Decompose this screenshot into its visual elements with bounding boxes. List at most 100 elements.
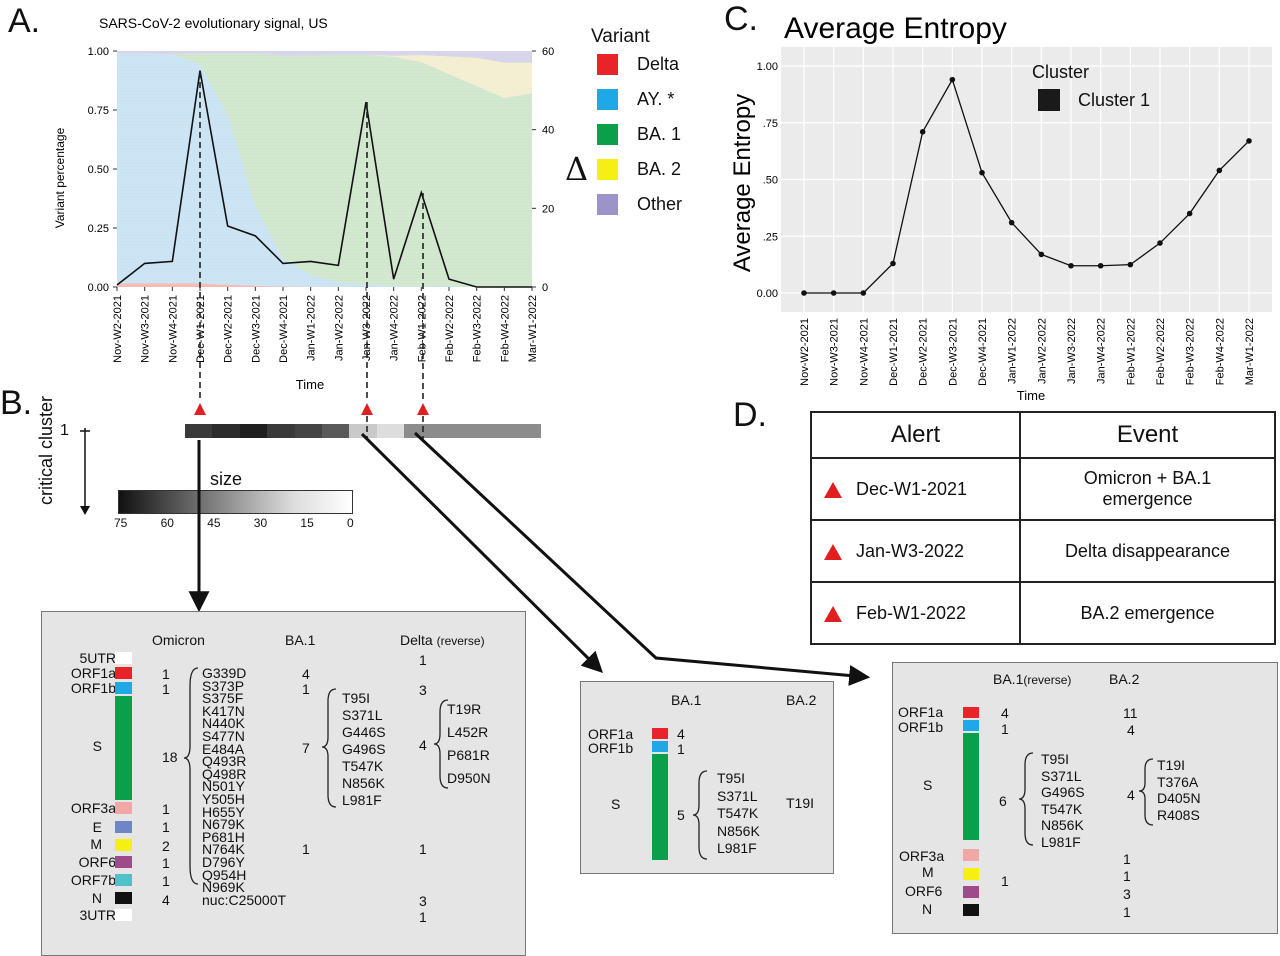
variant-legend-title: Variant bbox=[591, 26, 650, 47]
size-tick-label: 75 bbox=[114, 516, 128, 530]
mutation-box-feb-w1: BA.1(reverse) BA.2 ORF1a ORF1b S ORF3a M… bbox=[892, 662, 1278, 934]
ba1-mutation: T95I bbox=[342, 690, 371, 706]
area-ba2 bbox=[117, 53, 532, 98]
chart-a-xlabel: Time bbox=[296, 377, 324, 392]
omicron-mutation: S477N bbox=[202, 727, 245, 744]
count: 4 bbox=[302, 666, 310, 682]
count: 1 bbox=[1123, 851, 1131, 867]
gene-block-orf1a bbox=[652, 728, 668, 739]
box1-header-ba1: BA.1 bbox=[285, 632, 316, 648]
count: 1 bbox=[419, 652, 427, 668]
y-tick-label: 0.50 bbox=[88, 164, 109, 176]
entropy-point bbox=[1097, 262, 1104, 269]
x-tick-label: Dec-W4-2021 bbox=[977, 318, 989, 386]
gene-label: ORF1b bbox=[898, 719, 944, 735]
chart-c-ylabel: Average Entropy bbox=[729, 94, 756, 272]
count: 3 bbox=[419, 682, 427, 698]
alert-cell: Dec-W1-2021 bbox=[810, 457, 1021, 521]
ba2-mutation: R408S bbox=[1157, 806, 1200, 823]
ba1-mutation: S371L bbox=[1041, 767, 1082, 784]
gene-block-orf1b bbox=[963, 720, 979, 731]
entropy-point bbox=[1216, 167, 1223, 174]
count: 1 bbox=[1001, 873, 1009, 889]
cluster-id: 1 bbox=[60, 422, 69, 439]
x-tick-label: Feb-W4-2022 bbox=[1214, 318, 1226, 385]
delta-axis-label: Δ bbox=[565, 150, 589, 188]
y2-tick-label: 60 bbox=[542, 46, 554, 58]
gene-label: ORF3a bbox=[899, 848, 945, 864]
box2-header-ba1: BA.1 bbox=[671, 692, 702, 708]
omicron-mutation: G339D bbox=[202, 665, 247, 681]
ba1-mutation: G496S bbox=[1041, 784, 1085, 800]
count: 2 bbox=[162, 838, 170, 854]
area-delta bbox=[117, 283, 532, 287]
omicron-mutation: N440K bbox=[202, 715, 245, 732]
x-tick-label: Jan-W4-2022 bbox=[1096, 318, 1108, 384]
cluster-cell bbox=[431, 424, 459, 438]
x-tick-label: Jan-W3-2022 bbox=[1066, 318, 1078, 384]
cluster-cell bbox=[404, 424, 432, 438]
count: 5 bbox=[677, 807, 685, 823]
x-tick-label: Nov-W4-2021 bbox=[167, 295, 179, 363]
ba1-mutation: T547K bbox=[717, 805, 759, 821]
omicron-mutation: Q498R bbox=[202, 765, 247, 782]
chart-c-xlabel: Time bbox=[1017, 388, 1045, 403]
legend-label: Other bbox=[637, 194, 683, 214]
entropy-point bbox=[1127, 261, 1134, 268]
box3-ba2-brace bbox=[1138, 758, 1154, 826]
mutation-box-jan-w3: BA.1 BA.2 ORF1a ORF1b S 4 1 5 T95I S371L T… bbox=[580, 681, 834, 874]
x-tick-label: Jan-W1-2022 bbox=[1007, 318, 1019, 384]
gene-label: M bbox=[922, 864, 934, 880]
y-tick-label: 1.00 bbox=[757, 61, 778, 73]
cluster-cell bbox=[212, 424, 240, 438]
y-tick-label: 0.00 bbox=[757, 288, 778, 300]
omicron-mutation: N679K bbox=[202, 816, 245, 833]
ba1-mutation: T95I bbox=[1041, 751, 1070, 767]
delta-mutation: T19R bbox=[447, 701, 482, 717]
count: 4 bbox=[1127, 787, 1135, 803]
count: 1 bbox=[162, 819, 170, 835]
gene-block-s bbox=[115, 696, 132, 800]
omicron-mutation: D796Y bbox=[202, 853, 245, 870]
delta-signal-line bbox=[116, 70, 532, 288]
cluster-axis bbox=[80, 428, 90, 515]
count: 1 bbox=[302, 841, 310, 857]
box3-ba1-mutation-list: T95I S371L G496S T547K N856K L981F bbox=[1041, 751, 1085, 850]
panel-label-d: D. bbox=[733, 396, 767, 434]
alert-date: Jan-W3-2022 bbox=[856, 540, 965, 561]
ba1-mutation: N856K bbox=[717, 822, 760, 839]
alert-marker-3 bbox=[417, 403, 429, 415]
size-scale-title: size bbox=[210, 469, 243, 489]
delta-mutation-list: T19R L452R P681R D950N bbox=[447, 698, 491, 790]
gene-label: N bbox=[922, 901, 933, 917]
count: 1 bbox=[162, 666, 170, 682]
entropy-point bbox=[1186, 210, 1193, 217]
y-tick-label: 1.00 bbox=[88, 46, 109, 58]
gene-block-orf1a bbox=[963, 707, 979, 718]
entropy-point bbox=[919, 129, 926, 135]
cluster-cell bbox=[513, 424, 542, 438]
entropy-point bbox=[1246, 138, 1252, 144]
legend-swatch bbox=[597, 124, 618, 145]
entropy-point bbox=[860, 290, 867, 296]
size-tick-label: 0 bbox=[347, 516, 354, 530]
ba2-mutation: T376A bbox=[1157, 773, 1199, 790]
cluster-cell bbox=[376, 424, 405, 438]
x-tick-label: Jan-W2-2022 bbox=[333, 295, 345, 361]
y-tick-label: .50 bbox=[763, 175, 778, 187]
area-ba1 bbox=[117, 53, 532, 287]
alert-triangle-icon bbox=[824, 543, 842, 560]
omicron-mutation: N764K bbox=[202, 841, 245, 858]
alerts-header-event: Event bbox=[1019, 411, 1276, 459]
count: 1 bbox=[162, 681, 170, 697]
panel-label-c: C. bbox=[724, 0, 758, 38]
cluster-cell bbox=[321, 424, 350, 438]
x-tick-label: Feb-W3-2022 bbox=[1185, 318, 1197, 385]
ba2-mutation: T19I bbox=[1157, 757, 1186, 773]
box2-header-ba2: BA.2 bbox=[786, 692, 817, 708]
event-cell: Delta disappearance bbox=[1019, 519, 1276, 583]
count: 4 bbox=[162, 892, 170, 908]
delta-mutation: L452R bbox=[447, 724, 489, 740]
gene-label: ORF1a bbox=[898, 704, 944, 720]
